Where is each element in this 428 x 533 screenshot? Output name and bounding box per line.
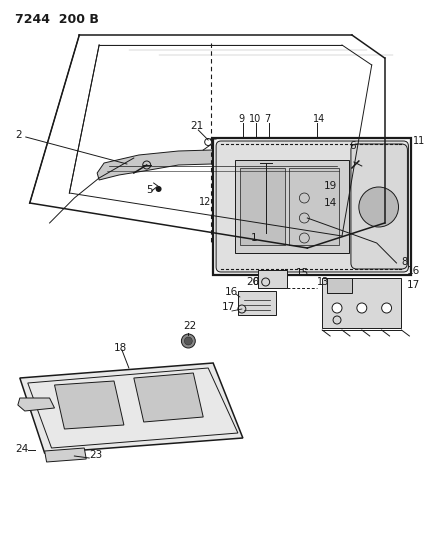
Bar	[258, 270, 288, 288]
Text: 12: 12	[199, 197, 211, 207]
Text: 13: 13	[317, 277, 330, 287]
Text: 16: 16	[407, 266, 420, 276]
Circle shape	[184, 337, 192, 345]
Text: 9: 9	[238, 114, 244, 124]
Circle shape	[382, 303, 392, 313]
Text: 1: 1	[251, 233, 257, 243]
Circle shape	[332, 303, 342, 313]
Text: 8: 8	[401, 257, 407, 267]
Text: 5: 5	[146, 185, 152, 195]
Polygon shape	[97, 150, 352, 185]
Text: 17: 17	[407, 280, 420, 290]
Text: 6: 6	[253, 277, 259, 287]
Polygon shape	[18, 398, 54, 411]
Text: 2: 2	[15, 130, 21, 140]
FancyBboxPatch shape	[351, 144, 407, 269]
Text: 16: 16	[225, 287, 238, 297]
Text: 19: 19	[324, 181, 337, 191]
Bar	[327, 278, 352, 293]
Polygon shape	[45, 448, 86, 462]
Circle shape	[156, 186, 162, 192]
Text: 11: 11	[413, 136, 425, 146]
Bar	[317, 193, 329, 201]
Polygon shape	[134, 373, 203, 422]
Bar	[289, 168, 339, 245]
Text: 14: 14	[324, 198, 337, 208]
Polygon shape	[20, 363, 243, 453]
Text: 14: 14	[313, 114, 326, 124]
Circle shape	[357, 303, 367, 313]
Text: 10: 10	[249, 114, 261, 124]
Bar	[295, 208, 317, 218]
Text: 15: 15	[295, 268, 309, 278]
Text: 18: 18	[114, 343, 127, 353]
Text: 20: 20	[246, 277, 259, 287]
Bar	[322, 278, 401, 328]
Text: 21: 21	[190, 121, 204, 131]
Polygon shape	[54, 381, 124, 429]
Text: 22: 22	[183, 321, 196, 331]
Bar	[238, 291, 276, 315]
Bar	[240, 168, 285, 245]
Text: 24: 24	[15, 444, 28, 454]
FancyBboxPatch shape	[216, 141, 408, 272]
Bar	[213, 138, 411, 275]
Polygon shape	[266, 158, 367, 188]
Text: 23: 23	[89, 450, 102, 460]
Circle shape	[359, 187, 398, 227]
Text: 7244  200 B: 7244 200 B	[15, 13, 99, 26]
Bar	[295, 191, 317, 203]
Text: 17: 17	[222, 302, 235, 312]
Text: 6: 6	[349, 141, 356, 151]
Bar	[235, 160, 349, 253]
Text: 7: 7	[265, 114, 271, 124]
Circle shape	[181, 334, 195, 348]
